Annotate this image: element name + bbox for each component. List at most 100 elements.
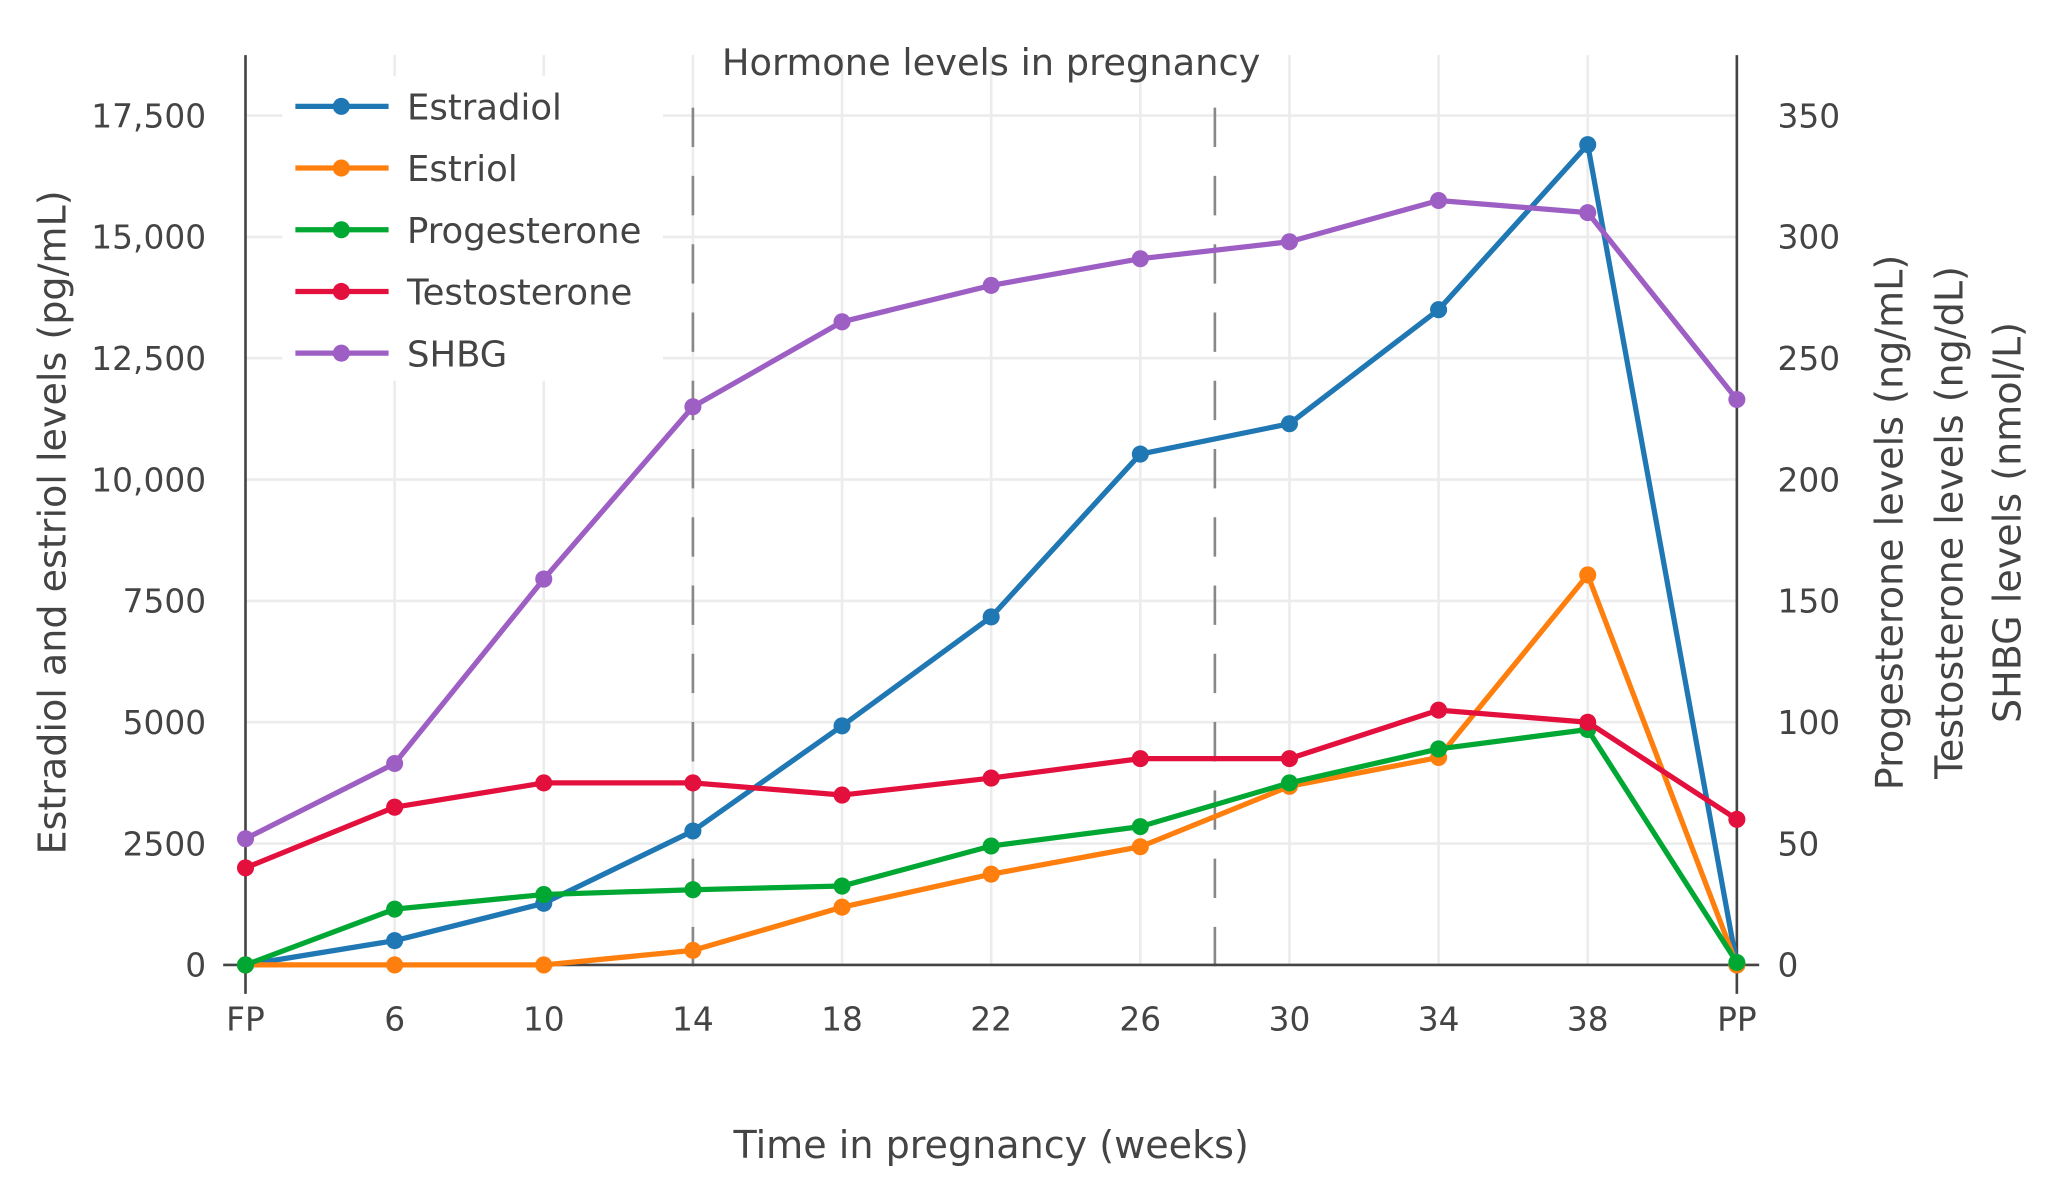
axes: 0 0 2500 50 5000 100 7500 150 10,000 200 12,500 250… [91, 55, 1841, 1039]
point-progesterone-6 [386, 900, 404, 918]
series-layer [236, 136, 1746, 974]
point-estradiol-30 [1280, 415, 1298, 433]
legend[interactable]: Estradiol Estriol Progesterone Testosterone… [282, 76, 663, 381]
point-progesterone-26 [1131, 818, 1149, 836]
point-testosterone-6 [386, 798, 404, 816]
point-estriol-18 [833, 898, 851, 916]
point-shbg-18 [833, 313, 851, 331]
x-tick-label: 26 [1119, 1001, 1161, 1039]
legend-item-shbg[interactable]: SHBG [295, 334, 507, 375]
legend-marker-estriol [332, 159, 350, 177]
series-estradiol [236, 136, 1746, 974]
point-estriol-22 [982, 865, 1000, 883]
series-progesterone [236, 720, 1746, 974]
legend-label-progesterone: Progesterone [407, 211, 641, 252]
y-left-tick-label: 5000 [123, 704, 207, 742]
chart-title: Hormone levels in pregnancy [722, 41, 1260, 84]
point-estradiol-18 [833, 717, 851, 735]
point-testosterone-PP [1728, 810, 1746, 828]
y-right-tick-label: 100 [1778, 704, 1841, 742]
legend-item-estradiol[interactable]: Estradiol [295, 87, 562, 128]
point-shbg-FP [236, 830, 255, 848]
point-estriol-6 [386, 956, 404, 974]
y-axis-right-title-testosterone: Testosterone levels (ng/dL) [1928, 266, 1972, 780]
point-estradiol-38 [1579, 136, 1597, 154]
y-left-tick-label: 12,500 [91, 340, 206, 378]
legend-marker-testosterone [332, 282, 350, 300]
y-left-tick-label: 0 [185, 947, 206, 985]
x-tick-label: 14 [672, 1001, 714, 1039]
point-progesterone-30 [1280, 774, 1298, 792]
point-progesterone-34 [1430, 740, 1448, 758]
point-shbg-34 [1430, 191, 1448, 210]
point-estradiol-6 [386, 932, 404, 950]
x-tick-label: FP [226, 1001, 265, 1039]
point-progesterone-18 [833, 877, 851, 895]
point-testosterone-10 [535, 774, 553, 792]
y-right-tick-label: 0 [1778, 947, 1799, 985]
x-tick-label: 6 [384, 1001, 405, 1039]
y-right-tick-label: 300 [1778, 219, 1841, 257]
reference-lines [691, 107, 1217, 994]
point-estriol-14 [684, 941, 702, 959]
point-shbg-10 [535, 570, 553, 588]
series-testosterone [236, 701, 1746, 877]
x-axis-title: Time in pregnancy (weeks) [733, 1123, 1249, 1167]
point-testosterone-38 [1579, 713, 1597, 731]
y-left-tick-label: 15,000 [91, 219, 206, 257]
legend-label-estriol: Estriol [407, 149, 518, 190]
x-tick-label: 30 [1269, 1001, 1311, 1039]
point-shbg-38 [1579, 204, 1597, 222]
legend-item-testosterone[interactable]: Testosterone [295, 273, 632, 314]
legend-marker-shbg [332, 344, 350, 362]
point-shbg-PP [1728, 390, 1746, 409]
y-right-tick-label: 350 [1778, 97, 1841, 135]
point-shbg-6 [386, 754, 404, 773]
x-tick-label: PP [1717, 1001, 1757, 1039]
legend-label-estradiol: Estradiol [407, 87, 562, 128]
y-left-tick-label: 7500 [123, 583, 207, 621]
point-progesterone-PP [1728, 953, 1746, 972]
x-tick-label: 10 [523, 1001, 565, 1039]
legend-marker-estradiol [332, 97, 350, 115]
y-right-tick-label: 250 [1778, 340, 1841, 378]
y-left-tick-label: 2500 [123, 825, 207, 863]
y-left-tick-label: 10,000 [91, 461, 206, 499]
point-estradiol-22 [982, 608, 1000, 626]
point-estriol-38 [1579, 566, 1597, 584]
legend-label-testosterone: Testosterone [406, 273, 632, 314]
legend-label-shbg: SHBG [407, 334, 507, 375]
x-tick-label: 18 [821, 1001, 863, 1039]
y-left-tick-label: 17,500 [91, 97, 206, 135]
point-shbg-22 [982, 276, 1000, 294]
point-progesterone-FP [236, 956, 255, 974]
point-testosterone-22 [982, 769, 1000, 787]
y-right-tick-label: 200 [1778, 461, 1841, 499]
point-estriol-10 [535, 956, 553, 974]
point-progesterone-22 [982, 837, 1000, 855]
y-right-tick-label: 50 [1778, 825, 1820, 863]
point-estradiol-14 [684, 822, 702, 840]
legend-item-progesterone[interactable]: Progesterone [295, 211, 641, 252]
y-axis-left-title: Estradiol and estriol levels (pg/mL) [31, 190, 75, 854]
legend-marker-progesterone [332, 221, 350, 239]
legend-item-estriol[interactable]: Estriol [295, 149, 518, 190]
point-estradiol-34 [1430, 301, 1448, 319]
y-axis-right-title-progesterone: Progesterone levels (ng/mL) [1867, 255, 1911, 790]
point-testosterone-34 [1430, 701, 1448, 719]
point-testosterone-26 [1131, 750, 1149, 768]
point-estriol-26 [1131, 838, 1149, 856]
point-shbg-14 [684, 398, 702, 416]
point-progesterone-14 [684, 881, 702, 899]
x-tick-label: 34 [1418, 1001, 1460, 1039]
y-axis-right-title-shbg: SHBG levels (nmol/L) [1985, 322, 2029, 723]
point-testosterone-FP [236, 859, 255, 877]
point-estradiol-26 [1131, 445, 1149, 463]
series-shbg [236, 191, 1746, 848]
point-testosterone-14 [684, 774, 702, 792]
x-tick-label: 38 [1567, 1001, 1609, 1039]
point-shbg-30 [1280, 233, 1298, 251]
point-testosterone-30 [1280, 750, 1298, 768]
x-tick-label: 22 [970, 1001, 1012, 1039]
